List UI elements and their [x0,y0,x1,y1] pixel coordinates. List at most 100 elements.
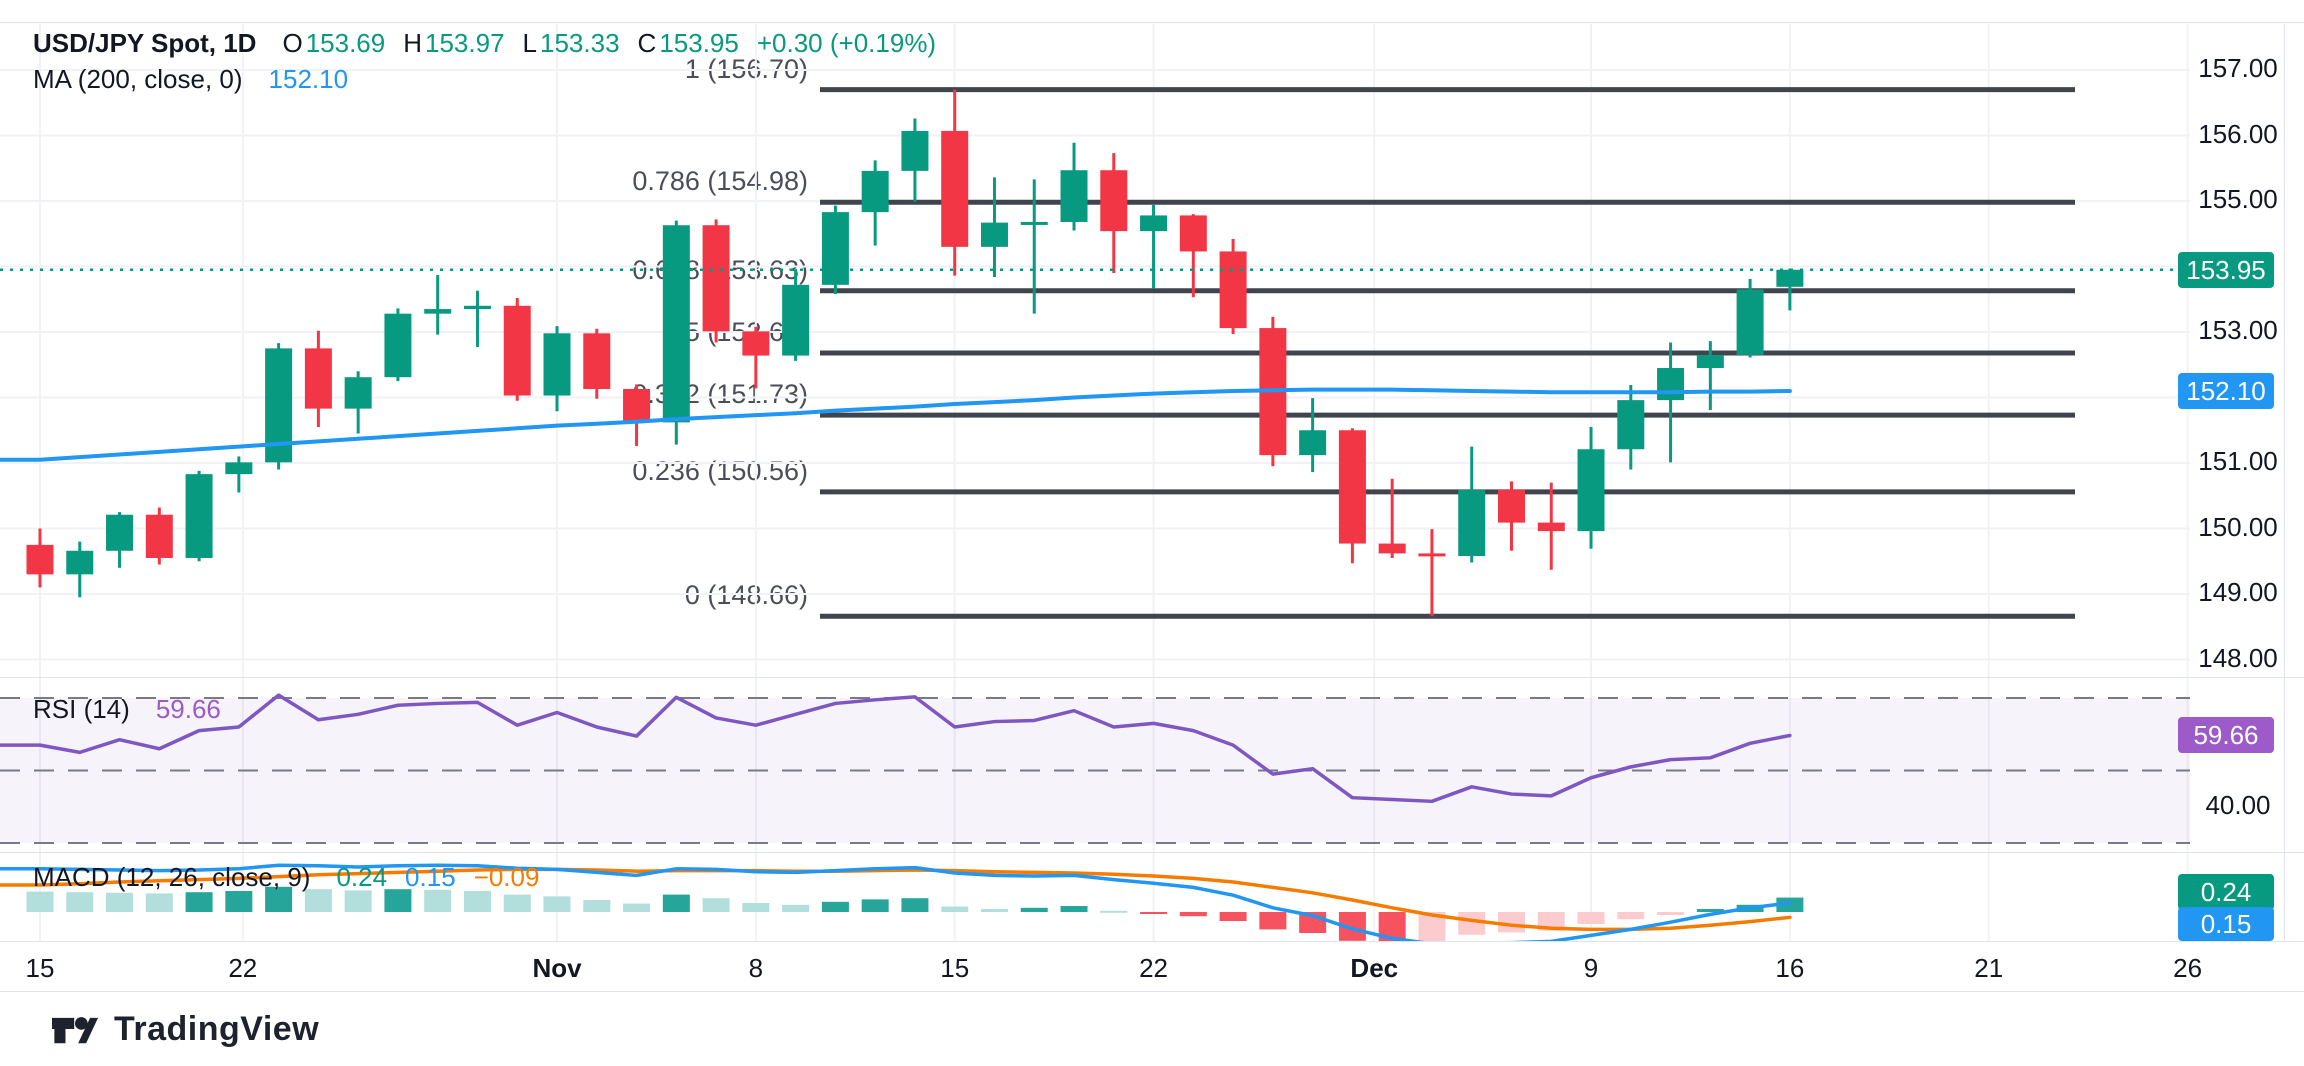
time-axis-label-month: Dec [1350,953,1399,983]
price-axis-label: 149.00 [2198,577,2278,607]
price-axis[interactable]: 157.00 156.00 155.00 153.00 151.00 150.00 149.… [2176,0,2304,991]
candle-body [980,222,1008,247]
candle-body [26,544,54,575]
candle-body [1378,543,1406,554]
price-axis-label: 148.00 [2198,642,2278,673]
legend-token: 0.15 [405,862,456,892]
candle-body [185,474,213,558]
fib-label-0.786[interactable]: 0.786 (154.98) [632,166,808,197]
legend-token: 153.95 [659,28,739,58]
macd-bar [145,893,173,912]
time-axis-label: 15 [940,953,970,983]
candle-body [106,514,134,551]
separator-footer [0,991,2304,992]
candle-body [782,284,810,356]
macd-bar [1020,907,1048,912]
candle-body [225,462,253,475]
legend-token: H [403,28,423,58]
separator-top [0,22,2304,23]
price-axis-label: 150.00 [2198,511,2278,542]
macd-bar [980,909,1008,912]
candle-body [1776,269,1804,287]
tradingview-logo[interactable]: TradingView [52,1010,319,1049]
time-axis-label: 16 [1775,953,1805,983]
fib-label-0.236[interactable]: 0.236 (150.56) [632,455,808,486]
rsi-legend[interactable]: RSI (14) 59.66 [33,692,221,726]
macd-bar [463,891,491,912]
candle-body [503,305,531,396]
macd-bar [344,890,372,912]
separator-price-rsi[interactable] [0,677,2304,678]
macd-pane[interactable] [0,852,2190,941]
legend-token: RSI (14) [33,694,130,724]
candle-body [66,550,94,575]
candle-body [1060,170,1088,222]
macd-bar [225,891,253,912]
price-axis-label: 157.00 [2198,53,2278,83]
legend-token: 153.33 [540,28,620,58]
macd-bar [384,889,412,912]
macd-bar [1100,910,1128,913]
time-axis[interactable]: 15 22 Nov 8 15 22 Dec 9 16 21 26 [0,941,2304,991]
time-axis-label: 22 [1139,953,1169,983]
candle-body [1418,553,1446,557]
macd-bar [1657,912,1685,915]
candle-body [543,333,571,396]
fib-label-0[interactable]: 0 (148.66) [684,580,808,611]
time-axis-label: 8 [748,953,764,983]
candle-body [1736,289,1764,355]
price-pane[interactable] [0,24,2190,677]
candle-body [901,130,929,171]
time-axis-label: 26 [2173,953,2203,983]
candle-body [861,170,889,213]
macd-bar [742,903,770,912]
macd-bar [941,906,969,912]
macd-bar [1179,912,1207,917]
candle-body [145,514,173,558]
macd-legend[interactable]: MACD (12, 26, close, 9) 0.24 0.15 −0.09 [33,860,539,894]
legend-token: 153.69 [305,28,386,58]
rsi-pane[interactable] [0,677,2190,852]
time-axis-label: 15 [25,953,55,983]
macd-bar [304,889,332,912]
macd-bar [503,894,531,912]
macd-bar [185,892,213,912]
macd-bar [1696,909,1724,912]
macd-bar [1219,912,1247,921]
candle-body [1140,215,1168,232]
candle-body [1696,354,1724,369]
ma-legend[interactable]: MA (200, close, 0) 152.10 [33,62,348,96]
fib-label-0.382[interactable]: 0.382 (151.73) [632,379,808,410]
candle-body [1577,449,1605,532]
macd-bar [1458,912,1486,935]
symbol-legend[interactable]: USD/JPY Spot, 1D O 153.69 H 153.97 L 153.33 C 15… [33,26,936,60]
separator-rsi-macd[interactable] [0,852,2304,853]
candle-body [1338,430,1366,544]
macd-histogram [26,886,1804,941]
legend-token: O [282,28,303,58]
fib-label-1[interactable]: 1 (156.70) [684,53,808,84]
candle-body [1020,221,1048,225]
macd-bar [1259,912,1287,930]
legend-token: MACD (12, 26, close, 9) [33,862,311,892]
macd-bar [265,886,293,912]
candle-body [344,377,372,409]
candle-body [1657,368,1685,401]
axis-border [2284,24,2285,941]
candles [26,89,1804,617]
candle-body [1537,522,1565,532]
candle-body [1497,489,1525,523]
last-price-badge: 153.95 [2178,251,2274,288]
price-axis-label: 156.00 [2198,118,2278,149]
macd-bar [702,898,730,912]
time-axis-label: 21 [1974,953,2004,983]
rsi-value-badge: 59.66 [2178,717,2274,754]
fib-retracement-lines [820,87,2075,619]
macd-signal-line [0,867,1792,932]
ma-value-badge: 152.10 [2178,372,2274,409]
rsi-line [0,693,1792,804]
legend-token: 0.24 [336,862,388,892]
candle-body [304,348,332,409]
price-axis-label: 153.00 [2198,315,2278,345]
